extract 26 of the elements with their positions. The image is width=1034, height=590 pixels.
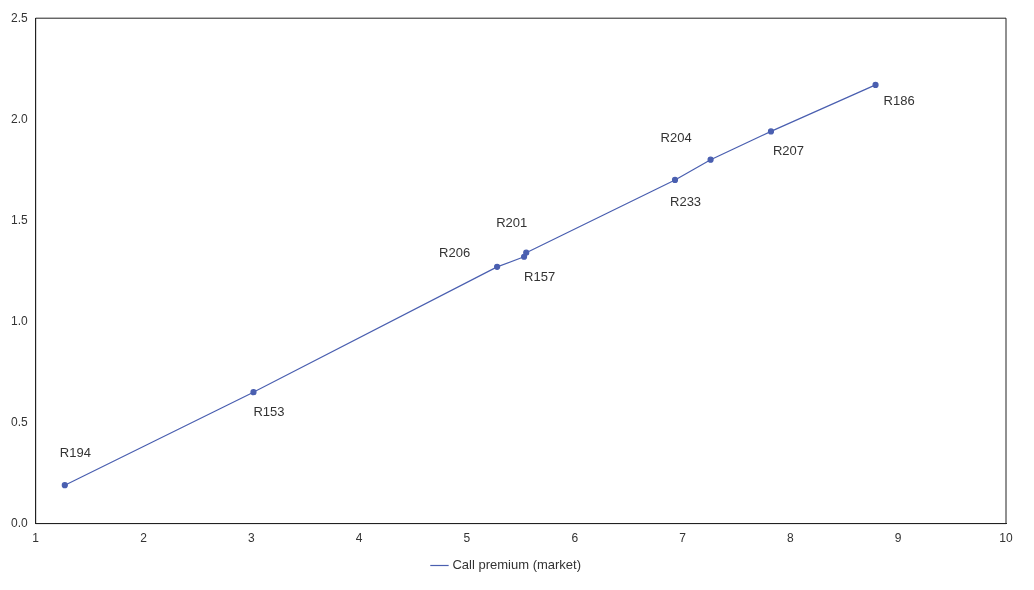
- y-tick-label: 0.0: [10, 515, 28, 530]
- x-tick-label: 1: [32, 531, 40, 546]
- annotation: R204: [660, 129, 692, 145]
- annotation: R207: [772, 143, 805, 159]
- x-tick-label: 5: [463, 531, 471, 546]
- y-tick-label: 2.5: [10, 10, 28, 25]
- legend-label: Call premium (market): [452, 557, 582, 573]
- x-tick-label: 3: [247, 531, 255, 546]
- y-tick-label: 2.0: [10, 111, 28, 126]
- x-tick-label: 7: [679, 531, 687, 546]
- y-tick-label: 1.0: [10, 313, 28, 328]
- x-tick-label: 4: [355, 531, 363, 546]
- x-tick-label: 2: [140, 531, 148, 546]
- annotation: R233: [670, 194, 702, 210]
- y-tick-label: 1.5: [10, 212, 28, 227]
- annotation: R194: [59, 445, 91, 461]
- annotation: R157: [524, 268, 556, 284]
- x-tick-label: 8: [787, 531, 795, 546]
- annotation: R201: [496, 214, 528, 230]
- annotation: R206: [439, 244, 471, 260]
- y-tick-label: 0.5: [10, 414, 28, 429]
- x-tick-label: 6: [571, 531, 579, 546]
- x-tick-label: 9: [894, 531, 902, 546]
- x-tick-label: 10: [999, 531, 1013, 546]
- annotation: R153: [253, 404, 285, 420]
- annotation: R186: [883, 92, 915, 108]
